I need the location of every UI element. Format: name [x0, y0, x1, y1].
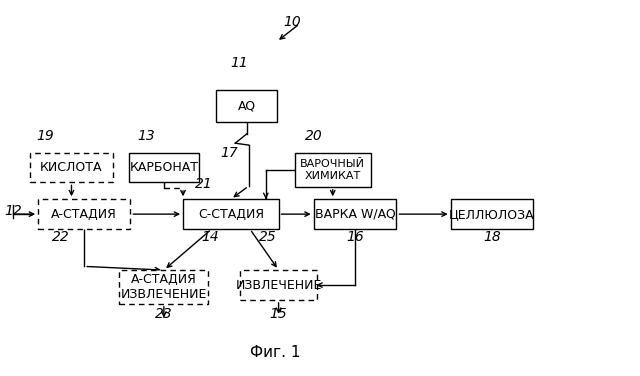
Text: ВАРКА W/AQ: ВАРКА W/AQ — [315, 208, 396, 221]
Text: А-СТАДИЯ
ИЗВЛЕЧЕНИЕ: А-СТАДИЯ ИЗВЛЕЧЕНИЕ — [121, 273, 207, 301]
Text: ИЗВЛЕЧЕНИЕ: ИЗВЛЕЧЕНИЕ — [236, 279, 322, 291]
Text: 13: 13 — [138, 129, 156, 143]
FancyBboxPatch shape — [451, 199, 534, 229]
Text: 20: 20 — [305, 129, 323, 143]
Text: 15: 15 — [269, 307, 287, 321]
FancyBboxPatch shape — [183, 199, 278, 229]
FancyBboxPatch shape — [294, 153, 371, 187]
Text: 12: 12 — [4, 204, 22, 218]
Text: 18: 18 — [483, 230, 501, 244]
FancyBboxPatch shape — [119, 270, 209, 304]
Text: 11: 11 — [230, 56, 248, 70]
Text: AQ: AQ — [237, 99, 256, 112]
Text: КАРБОНАТ: КАРБОНАТ — [129, 161, 198, 174]
Text: 21: 21 — [195, 177, 213, 191]
FancyBboxPatch shape — [314, 199, 396, 229]
Text: 25: 25 — [259, 230, 276, 244]
Text: 19: 19 — [36, 129, 54, 143]
Text: 16: 16 — [346, 230, 364, 244]
Text: 17: 17 — [221, 146, 238, 159]
Text: ВАРОЧНЫЙ
ХИМИКАТ: ВАРОЧНЫЙ ХИМИКАТ — [300, 159, 365, 181]
Text: Фиг. 1: Фиг. 1 — [250, 345, 301, 360]
Text: С-СТАДИЯ: С-СТАДИЯ — [198, 208, 264, 221]
FancyBboxPatch shape — [216, 90, 277, 122]
Text: 14: 14 — [202, 230, 220, 244]
Text: 10: 10 — [283, 15, 301, 29]
FancyBboxPatch shape — [38, 199, 131, 229]
Text: ЦЕЛЛЮЛОЗА: ЦЕЛЛЮЛОЗА — [449, 208, 535, 221]
Text: КИСЛОТА: КИСЛОТА — [40, 161, 103, 174]
Text: 23: 23 — [155, 307, 173, 321]
Text: 22: 22 — [52, 230, 70, 244]
FancyBboxPatch shape — [241, 270, 317, 300]
FancyBboxPatch shape — [30, 153, 113, 182]
FancyBboxPatch shape — [129, 153, 199, 182]
Text: А-СТАДИЯ: А-СТАДИЯ — [51, 208, 117, 221]
